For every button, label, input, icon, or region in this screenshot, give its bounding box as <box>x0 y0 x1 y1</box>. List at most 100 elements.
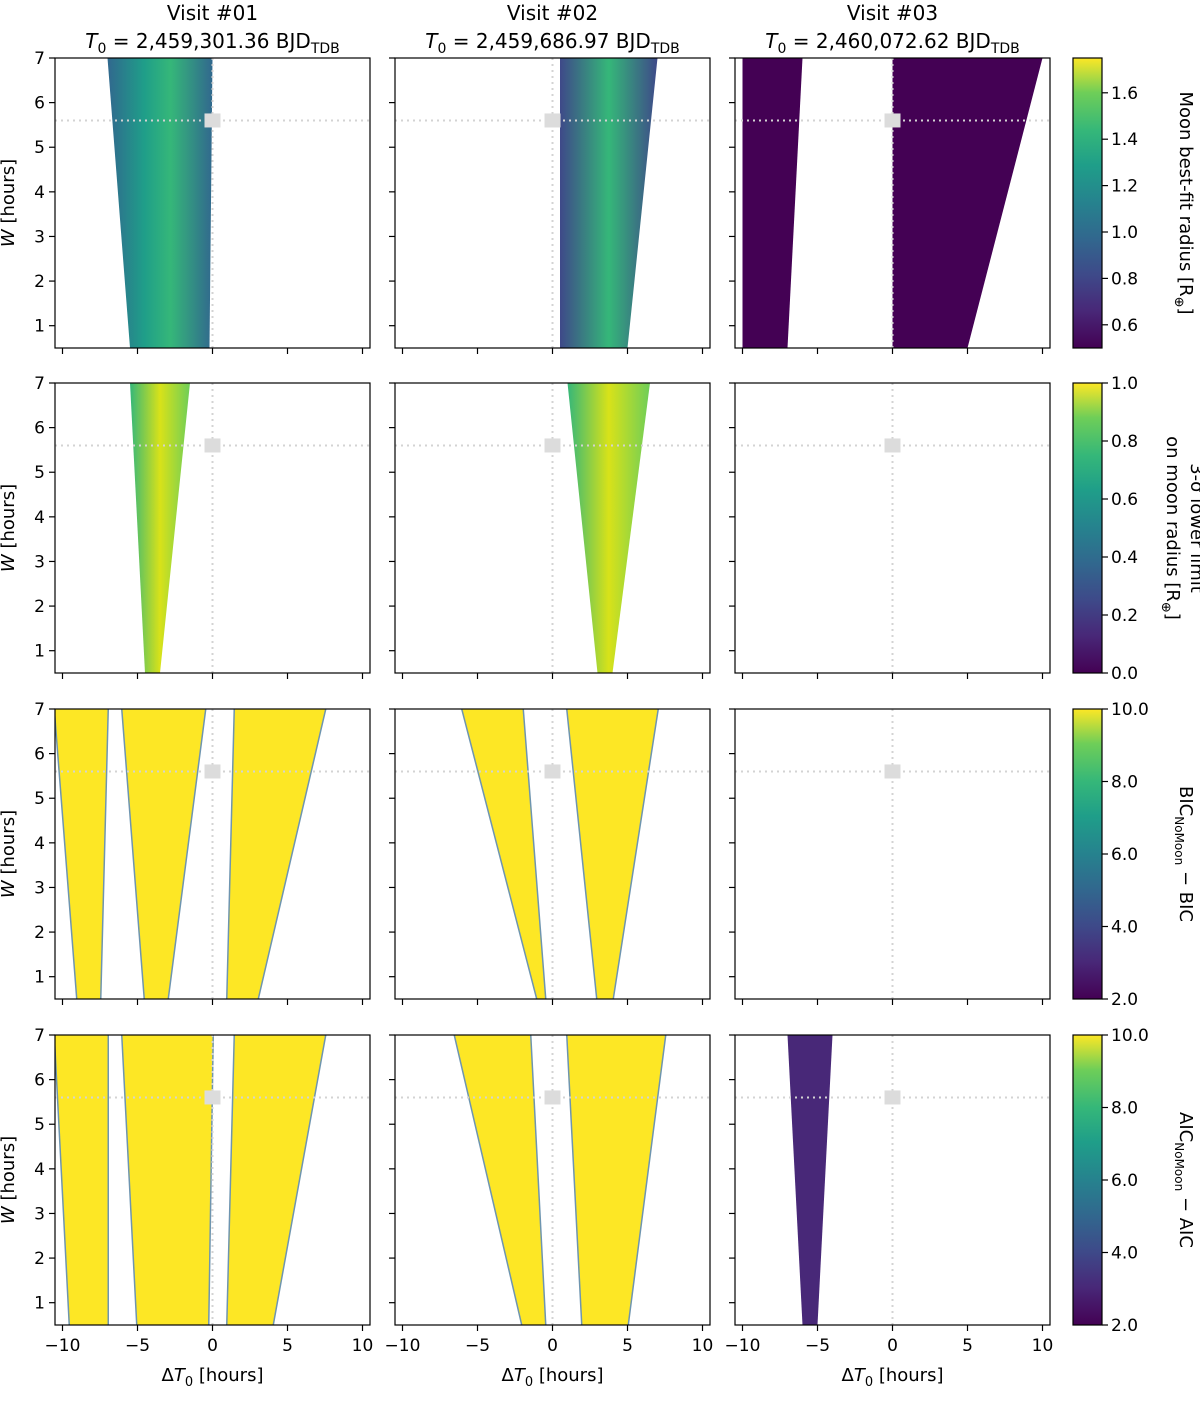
heatmap-panel: 1 2 3 4 5 6 7 W [hours] <box>0 49 371 354</box>
x-tick-label: −10 <box>725 1336 761 1356</box>
reference-marker <box>544 438 561 453</box>
colorbar-tick-label: 8.0 <box>1111 773 1138 793</box>
visit-titles: Visit #01 T0 = 2,459,301.36 BJDTDB Visit #… <box>85 1 1020 57</box>
heatmap-region-edge <box>565 709 660 999</box>
y-tick-label: 1 <box>34 968 45 988</box>
reference-marker <box>544 113 561 128</box>
heatmap-panel <box>729 57 1051 354</box>
x-tick-label: 10 <box>1032 1336 1054 1356</box>
heatmap-region <box>107 58 213 348</box>
y-tick-label: 7 <box>34 700 45 720</box>
colorbar-gradient <box>1072 382 1103 674</box>
y-tick-label: 5 <box>34 1115 45 1135</box>
colorbar-tick-label: 4.0 <box>1111 918 1138 938</box>
y-axis-label: W [hours] <box>0 159 19 247</box>
x-tick-label: 0 <box>547 1336 558 1356</box>
x-axis-label: ΔT0 [hours] <box>162 1365 264 1390</box>
x-tick-label: −5 <box>465 1336 490 1356</box>
y-tick-label: 7 <box>34 1026 45 1046</box>
x-tick-label: −10 <box>385 1336 421 1356</box>
colorbar: 0.6 0.8 1.0 1.2 1.4 1.6 Moon best-fit radius [… <box>1072 57 1196 349</box>
y-tick-label: 5 <box>34 463 45 483</box>
colorbar-tick-label: 0.2 <box>1111 606 1138 626</box>
x-axis-label: ΔT0 [hours] <box>502 1365 604 1390</box>
heatmap-region <box>227 1035 325 1325</box>
heatmap-panel: 1 2 3 4 5 6 7 W [hours] <box>0 1026 371 1331</box>
heatmap-region <box>892 58 1043 348</box>
y-tick-label: 4 <box>34 834 45 854</box>
heatmap-region <box>787 1035 833 1325</box>
reference-marker <box>204 1090 221 1105</box>
x-tick-label: 5 <box>282 1336 293 1356</box>
y-tick-label: 3 <box>34 552 45 572</box>
heatmap-grid: 1 2 3 4 5 6 7 W [hours] 1 2 3 4 5 6 7 W [hours] 1 2 3 4 5 6 7 W… <box>0 49 1200 1336</box>
heatmap-region-edge <box>120 709 207 999</box>
colorbar: 0.0 0.2 0.4 0.6 0.8 1.0 3-σ lower limiton moon… <box>1072 374 1200 684</box>
heatmap-panel <box>389 57 711 354</box>
colorbar-label: 3-σ lower limiton moon radius [R⊕] <box>1158 436 1200 620</box>
colorbar-tick-label: 0.8 <box>1111 269 1138 289</box>
y-tick-label: 7 <box>34 374 45 394</box>
y-tick-label: 2 <box>34 1249 45 1269</box>
y-tick-label: 2 <box>34 923 45 943</box>
heatmap-region-edge <box>460 709 547 999</box>
y-tick-label: 6 <box>34 419 45 439</box>
colorbar-tick-label: 6.0 <box>1111 1171 1138 1191</box>
heatmap-region <box>567 1035 665 1325</box>
y-tick-label: 6 <box>34 94 45 114</box>
heatmap-region <box>55 709 108 999</box>
x-tick-label: −5 <box>805 1336 830 1356</box>
reference-marker <box>884 764 901 779</box>
heatmap-region <box>455 1035 545 1325</box>
colorbar-tick-label: 1.0 <box>1111 223 1138 243</box>
colorbar-tick-label: 10.0 <box>1111 1026 1149 1046</box>
y-tick-label: 1 <box>34 1294 45 1314</box>
y-axis-label: W [hours] <box>0 810 19 898</box>
heatmap-panel <box>729 382 1051 679</box>
y-tick-label: 6 <box>34 745 45 765</box>
y-tick-label: 3 <box>34 1204 45 1224</box>
x-tick-label: 0 <box>207 1336 218 1356</box>
colorbar-tick-label: 2.0 <box>1111 990 1138 1010</box>
colorbar-tick-label: 1.2 <box>1111 177 1138 197</box>
reference-marker <box>204 113 221 128</box>
visit-t0-label: T0 = 2,459,301.36 BJDTDB <box>85 29 340 57</box>
heatmap-panel <box>729 1034 1051 1331</box>
reference-marker <box>884 438 901 453</box>
colorbar-tick-label: 2.0 <box>1111 1316 1138 1336</box>
heatmap-region <box>122 709 205 999</box>
heatmap-region <box>227 709 325 999</box>
heatmap-region-edge <box>225 1035 327 1325</box>
heatmap-region <box>742 58 803 348</box>
y-tick-label: 2 <box>34 272 45 292</box>
colorbar: 2.0 4.0 6.0 8.0 10.0 AICNoMoon − AIC <box>1072 1026 1196 1336</box>
colorbar-tick-label: 0.4 <box>1111 548 1138 568</box>
reference-marker <box>884 113 901 128</box>
reference-marker <box>204 438 221 453</box>
y-tick-label: 7 <box>34 49 45 69</box>
y-tick-label: 3 <box>34 878 45 898</box>
heatmap-region <box>567 383 650 673</box>
y-tick-label: 6 <box>34 1071 45 1091</box>
x-tick-label: 10 <box>352 1336 374 1356</box>
heatmap-region-edge <box>55 709 110 999</box>
heatmap-region <box>560 58 658 348</box>
heatmap-region <box>130 383 190 673</box>
y-tick-label: 1 <box>34 317 45 337</box>
visit-title: Visit #02 <box>507 1 598 25</box>
colorbar-gradient <box>1072 708 1103 1000</box>
colorbar-label: BICNoMoon − BIC <box>1172 786 1196 922</box>
heatmap-panel: 1 2 3 4 5 6 7 W [hours] <box>0 374 371 679</box>
visit-title: Visit #01 <box>167 1 258 25</box>
y-tick-label: 1 <box>34 642 45 662</box>
y-tick-label: 4 <box>34 183 45 203</box>
heatmap-region <box>462 709 545 999</box>
colorbar: 2.0 4.0 6.0 8.0 10.0 BICNoMoon − BIC <box>1072 700 1196 1010</box>
visit-title: Visit #03 <box>847 1 938 25</box>
colorbar-label: Moon best-fit radius [R⊕] <box>1171 91 1196 314</box>
colorbar-label: AICNoMoon − AIC <box>1172 1112 1196 1248</box>
colorbar-tick-label: 8.0 <box>1111 1099 1138 1119</box>
x-tick-label: 5 <box>962 1336 973 1356</box>
x-axis-label: ΔT0 [hours] <box>842 1365 944 1390</box>
x-tick-label: 10 <box>692 1336 714 1356</box>
